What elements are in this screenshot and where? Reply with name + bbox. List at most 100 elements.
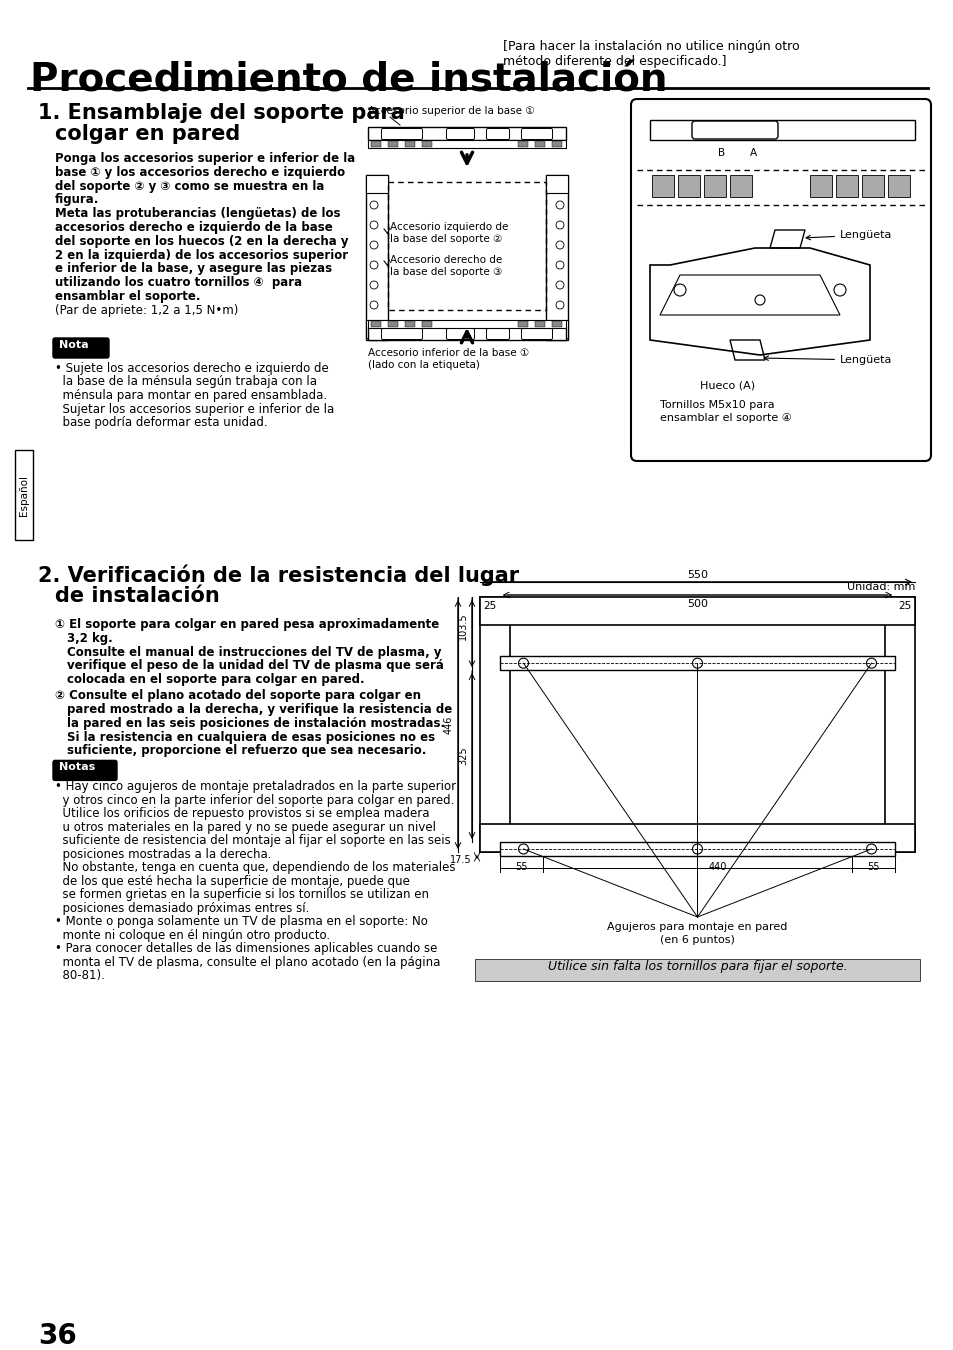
Text: • Hay cinco agujeros de montaje pretaladrados en la parte superior: • Hay cinco agujeros de montaje pretalad… xyxy=(55,780,456,794)
Bar xyxy=(552,321,561,327)
FancyBboxPatch shape xyxy=(486,328,509,339)
FancyBboxPatch shape xyxy=(381,328,422,339)
Text: e inferior de la base, y asegure las piezas: e inferior de la base, y asegure las pie… xyxy=(55,262,332,275)
Text: Tornillos M5x10 para: Tornillos M5x10 para xyxy=(659,400,774,410)
Bar xyxy=(371,140,380,147)
Bar xyxy=(887,176,909,197)
Text: método diferente del especificado.]: método diferente del especificado.] xyxy=(502,55,726,68)
Text: y otros cinco en la parte inferior del soporte para colgar en pared.: y otros cinco en la parte inferior del s… xyxy=(55,794,454,807)
Text: ensamblar el soporte.: ensamblar el soporte. xyxy=(55,290,200,302)
Text: 25: 25 xyxy=(898,601,911,612)
Text: la base de la ménsula según trabaja con la: la base de la ménsula según trabaja con … xyxy=(55,375,316,389)
Text: la base del soporte ③: la base del soporte ③ xyxy=(390,267,501,277)
Text: 550: 550 xyxy=(686,570,707,580)
Text: 325: 325 xyxy=(457,747,468,765)
FancyBboxPatch shape xyxy=(521,128,552,139)
Text: verifique el peso de la unidad del TV de plasma que será: verifique el peso de la unidad del TV de… xyxy=(67,659,443,672)
FancyBboxPatch shape xyxy=(53,760,117,780)
Bar xyxy=(703,176,725,197)
Text: Si la resistencia en cualquiera de esas posiciones no es: Si la resistencia en cualquiera de esas … xyxy=(67,730,435,744)
Text: (Par de apriete: 1,2 a 1,5 N•m): (Par de apriete: 1,2 a 1,5 N•m) xyxy=(55,304,238,317)
Text: Accesorio izquierdo de: Accesorio izquierdo de xyxy=(390,221,508,232)
Text: A: A xyxy=(749,148,757,158)
Text: 103.5: 103.5 xyxy=(457,613,468,640)
Text: 55: 55 xyxy=(866,863,879,872)
Text: utilizando los cuatro tornillos ④  para: utilizando los cuatro tornillos ④ para xyxy=(55,277,302,289)
FancyBboxPatch shape xyxy=(53,338,109,358)
Bar xyxy=(535,321,544,327)
Bar xyxy=(366,320,388,338)
Bar xyxy=(479,597,510,852)
Bar xyxy=(499,656,894,670)
Text: 2. Verificación de la resistencia del lugar: 2. Verificación de la resistencia del lu… xyxy=(38,566,518,586)
Bar xyxy=(552,140,561,147)
Text: del soporte ② y ③ como se muestra en la: del soporte ② y ③ como se muestra en la xyxy=(55,180,324,193)
Bar xyxy=(649,120,914,140)
Text: base podría deformar esta unidad.: base podría deformar esta unidad. xyxy=(55,416,268,429)
Text: accesorios derecho e izquierdo de la base: accesorios derecho e izquierdo de la bas… xyxy=(55,221,333,234)
Text: Accesorio superior de la base ①: Accesorio superior de la base ① xyxy=(368,107,534,116)
Text: colocada en el soporte para colgar en pared.: colocada en el soporte para colgar en pa… xyxy=(67,674,364,686)
Text: ② Consulte el plano acotado del soporte para colgar en: ② Consulte el plano acotado del soporte … xyxy=(55,690,420,702)
Bar xyxy=(862,176,883,197)
Text: Consulte el manual de instrucciones del TV de plasma, y: Consulte el manual de instrucciones del … xyxy=(67,645,441,659)
Text: Español: Español xyxy=(19,474,29,516)
Text: 3,2 kg.: 3,2 kg. xyxy=(67,632,112,645)
Text: Utilice sin falta los tornillos para fijar el soporte.: Utilice sin falta los tornillos para fij… xyxy=(547,960,846,973)
Bar xyxy=(479,597,914,625)
Text: suficiente, proporcione el refuerzo que sea necesario.: suficiente, proporcione el refuerzo que … xyxy=(67,744,426,757)
Text: Lengüeta: Lengüeta xyxy=(805,230,891,240)
Bar xyxy=(545,176,567,193)
Text: [Para hacer la instalación no utilice ningún otro: [Para hacer la instalación no utilice ni… xyxy=(502,40,799,53)
Text: Ponga los accesorios superior e inferior de la: Ponga los accesorios superior e inferior… xyxy=(55,153,355,165)
Text: del soporte en los huecos (2 en la derecha y: del soporte en los huecos (2 en la derec… xyxy=(55,235,348,248)
Text: ensamblar el soporte ④: ensamblar el soporte ④ xyxy=(659,413,791,423)
Text: Procedimiento de instalación: Procedimiento de instalación xyxy=(30,62,667,100)
Text: de instalación: de instalación xyxy=(55,586,219,606)
Bar xyxy=(517,321,527,327)
Text: • Monte o ponga solamente un TV de plasma en el soporte: No: • Monte o ponga solamente un TV de plasm… xyxy=(55,915,428,929)
Text: 80-81).: 80-81). xyxy=(55,969,105,983)
Text: 440: 440 xyxy=(707,863,725,872)
Bar xyxy=(545,320,567,338)
Bar xyxy=(517,140,527,147)
Bar xyxy=(366,176,388,193)
Text: (lado con la etiqueta): (lado con la etiqueta) xyxy=(368,360,479,370)
Text: posiciones mostradas a la derecha.: posiciones mostradas a la derecha. xyxy=(55,848,272,861)
Text: Unidad: mm: Unidad: mm xyxy=(845,582,914,593)
Bar xyxy=(809,176,831,197)
Text: se formen grietas en la superficie si los tornillos se utilizan en: se formen grietas en la superficie si lo… xyxy=(55,888,429,902)
Text: Notas: Notas xyxy=(59,763,95,772)
Text: Utilice los orificios de repuesto provistos si se emplea madera: Utilice los orificios de repuesto provis… xyxy=(55,807,429,821)
Text: Accesorio inferior de la base ①: Accesorio inferior de la base ① xyxy=(368,348,529,358)
Bar xyxy=(371,321,380,327)
Text: posiciones demasiado próximas entres sí.: posiciones demasiado próximas entres sí. xyxy=(55,902,309,915)
Text: pared mostrado a la derecha, y verifique la resistencia de: pared mostrado a la derecha, y verifique… xyxy=(67,703,452,716)
Text: Accesorio derecho de: Accesorio derecho de xyxy=(390,255,501,265)
Text: de los que esté hecha la superficie de montaje, puede que: de los que esté hecha la superficie de m… xyxy=(55,875,410,888)
Bar xyxy=(475,958,919,981)
FancyBboxPatch shape xyxy=(691,122,778,139)
Bar xyxy=(421,321,432,327)
Text: • Sujete los accesorios derecho e izquierdo de: • Sujete los accesorios derecho e izquie… xyxy=(55,362,329,375)
Bar xyxy=(388,140,397,147)
Text: Sujetar los accesorios superior e inferior de la: Sujetar los accesorios superior e inferi… xyxy=(55,402,334,416)
Text: 17.5: 17.5 xyxy=(450,855,472,865)
Text: base ① y los accesorios derecho e izquierdo: base ① y los accesorios derecho e izquie… xyxy=(55,166,345,178)
Bar xyxy=(545,176,567,340)
Bar xyxy=(678,176,700,197)
Text: la pared en las seis posiciones de instalación mostradas.: la pared en las seis posiciones de insta… xyxy=(67,717,445,730)
Bar xyxy=(884,597,914,852)
Text: figura.: figura. xyxy=(55,193,99,207)
Text: 446: 446 xyxy=(443,716,454,733)
Bar xyxy=(388,321,397,327)
Bar xyxy=(368,327,565,340)
Text: 1. Ensamblaje del soporte para: 1. Ensamblaje del soporte para xyxy=(38,103,404,123)
Text: ① El soporte para colgar en pared pesa aproximadamente: ① El soporte para colgar en pared pesa a… xyxy=(55,618,438,630)
Text: 500: 500 xyxy=(686,599,707,609)
Bar xyxy=(421,140,432,147)
Bar xyxy=(499,842,894,856)
Text: Agujeros para montaje en pared
(en 6 puntos): Agujeros para montaje en pared (en 6 pun… xyxy=(607,922,787,945)
Text: suficiente de resistencia del montaje al fijar el soporte en las seis: suficiente de resistencia del montaje al… xyxy=(55,834,450,848)
Text: la base del soporte ②: la base del soporte ② xyxy=(390,234,501,244)
